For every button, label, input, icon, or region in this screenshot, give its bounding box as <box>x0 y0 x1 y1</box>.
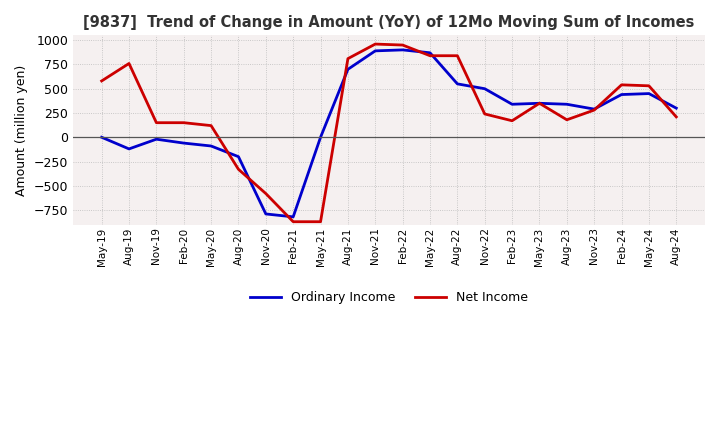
Ordinary Income <box>234 154 243 159</box>
Ordinary Income <box>672 106 680 111</box>
Y-axis label: Amount (million yen): Amount (million yen) <box>15 64 28 196</box>
Net Income <box>644 83 653 88</box>
Net Income <box>562 117 571 122</box>
Net Income <box>672 114 680 120</box>
Net Income <box>508 118 516 123</box>
Net Income <box>617 82 626 88</box>
Ordinary Income <box>207 143 215 149</box>
Ordinary Income <box>97 135 106 140</box>
Ordinary Income <box>261 211 270 216</box>
Ordinary Income <box>590 106 598 112</box>
Ordinary Income <box>343 67 352 72</box>
Ordinary Income <box>125 146 133 151</box>
Net Income <box>97 78 106 84</box>
Ordinary Income <box>426 50 434 55</box>
Line: Ordinary Income: Ordinary Income <box>102 50 676 217</box>
Ordinary Income <box>562 102 571 107</box>
Net Income <box>535 101 544 106</box>
Net Income <box>343 56 352 61</box>
Ordinary Income <box>644 91 653 96</box>
Ordinary Income <box>535 101 544 106</box>
Net Income <box>398 42 407 48</box>
Ordinary Income <box>453 81 462 87</box>
Net Income <box>261 191 270 196</box>
Net Income <box>480 111 489 117</box>
Net Income <box>179 120 188 125</box>
Ordinary Income <box>289 214 297 220</box>
Net Income <box>152 120 161 125</box>
Net Income <box>289 219 297 224</box>
Legend: Ordinary Income, Net Income: Ordinary Income, Net Income <box>245 286 533 309</box>
Net Income <box>316 219 325 224</box>
Ordinary Income <box>316 135 325 140</box>
Net Income <box>590 107 598 113</box>
Net Income <box>371 41 379 47</box>
Net Income <box>125 61 133 66</box>
Title: [9837]  Trend of Change in Amount (YoY) of 12Mo Moving Sum of Incomes: [9837] Trend of Change in Amount (YoY) o… <box>84 15 695 30</box>
Net Income <box>234 167 243 172</box>
Net Income <box>207 123 215 128</box>
Line: Net Income: Net Income <box>102 44 676 222</box>
Ordinary Income <box>508 102 516 107</box>
Ordinary Income <box>371 48 379 54</box>
Ordinary Income <box>179 140 188 146</box>
Ordinary Income <box>617 92 626 97</box>
Ordinary Income <box>398 47 407 52</box>
Net Income <box>426 53 434 59</box>
Ordinary Income <box>480 86 489 92</box>
Ordinary Income <box>152 136 161 142</box>
Net Income <box>453 53 462 59</box>
